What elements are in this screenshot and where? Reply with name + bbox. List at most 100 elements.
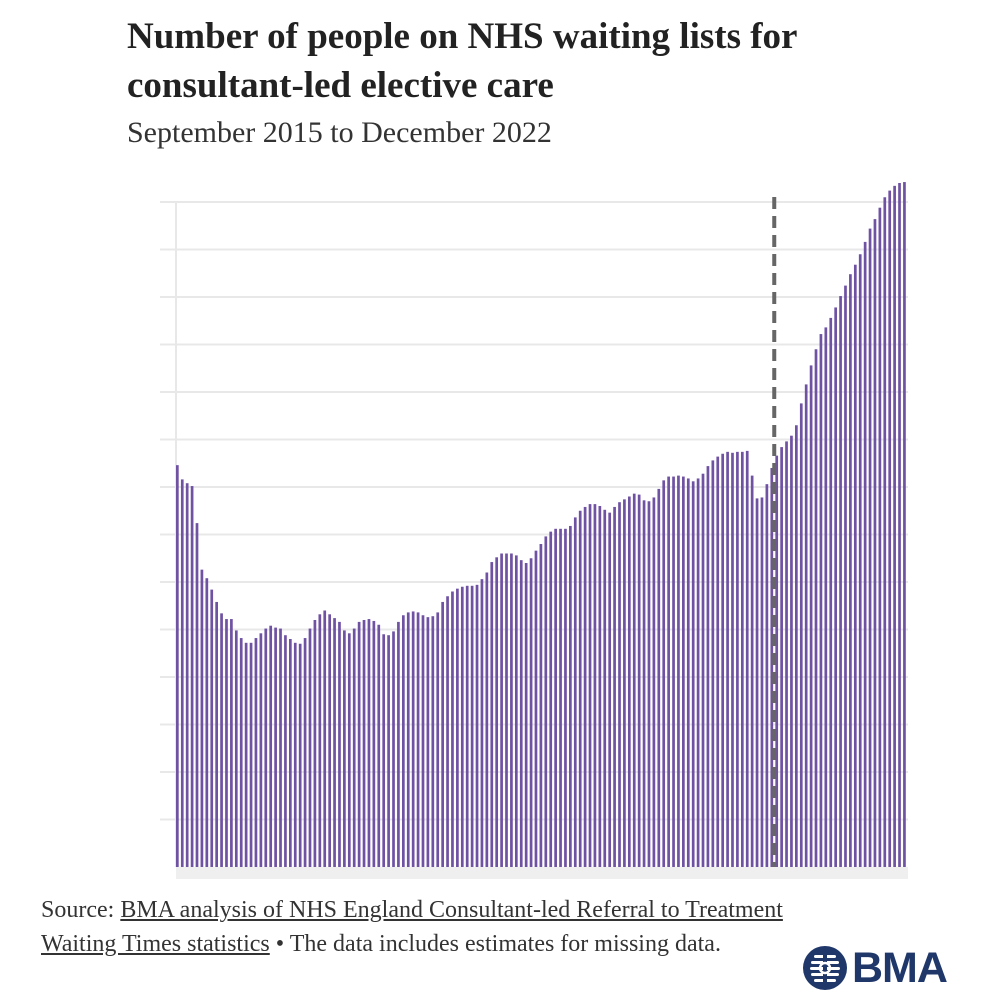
bar <box>844 285 847 868</box>
bar <box>593 504 597 867</box>
bar <box>411 611 415 867</box>
bar <box>220 613 223 867</box>
bar-series <box>176 182 906 868</box>
bar <box>686 478 690 867</box>
bar <box>829 317 833 867</box>
bar <box>740 451 744 867</box>
chart-title: Number of people on NHS waiting lists fo… <box>127 16 797 106</box>
bar <box>613 506 616 867</box>
bar <box>667 476 670 867</box>
bar <box>190 486 194 867</box>
bar <box>721 453 725 867</box>
chart-subtitle: September 2015 to December 2022 <box>127 116 552 149</box>
bar <box>731 452 734 867</box>
bar <box>578 510 582 867</box>
bar <box>524 563 528 867</box>
bar <box>318 614 322 867</box>
bar <box>745 450 749 867</box>
bar <box>392 631 395 867</box>
bar <box>853 264 857 867</box>
bar <box>401 615 405 867</box>
bar <box>790 435 793 867</box>
bar <box>775 455 779 867</box>
bar <box>372 620 376 867</box>
bar <box>288 639 292 867</box>
bar <box>569 525 572 867</box>
bar <box>819 334 823 867</box>
bar <box>338 621 341 867</box>
bar <box>682 476 685 867</box>
bar <box>274 627 277 867</box>
bar <box>426 617 430 867</box>
bar <box>755 498 759 867</box>
bar <box>352 628 356 867</box>
bar <box>780 447 783 867</box>
bar <box>637 494 641 867</box>
source-link[interactable]: BMA analysis of NHS England Consultant-l… <box>41 897 783 957</box>
bar <box>903 182 906 868</box>
bar <box>293 642 297 867</box>
bar <box>534 550 538 867</box>
bar <box>647 501 651 867</box>
bar <box>500 553 503 867</box>
bar <box>632 493 636 867</box>
bar <box>397 621 400 867</box>
bar <box>760 497 764 867</box>
bar <box>706 466 710 867</box>
bar <box>249 642 253 867</box>
bar <box>284 635 287 867</box>
bar <box>505 553 508 867</box>
bar <box>677 475 680 867</box>
bar <box>367 619 371 867</box>
bar <box>210 589 214 867</box>
bar <box>863 241 867 867</box>
bar <box>554 528 557 867</box>
bar <box>716 456 720 867</box>
bar <box>244 642 248 867</box>
bar <box>750 475 754 867</box>
bar <box>328 614 331 867</box>
bar <box>480 579 484 867</box>
bar <box>765 484 769 867</box>
bar <box>849 274 852 867</box>
bar <box>549 531 553 867</box>
bar <box>470 585 474 867</box>
bar <box>898 183 901 867</box>
bar <box>387 635 390 867</box>
bar <box>313 620 317 867</box>
bar <box>357 621 361 867</box>
bar <box>588 504 592 867</box>
bar <box>642 500 646 867</box>
bar <box>185 483 189 867</box>
bar <box>195 523 199 867</box>
bar <box>514 555 518 867</box>
bar <box>180 479 184 867</box>
bar <box>662 480 666 867</box>
bar <box>701 473 705 867</box>
bar <box>456 588 459 867</box>
bar <box>176 465 179 867</box>
bar <box>824 327 828 867</box>
bar <box>377 624 381 867</box>
bar <box>858 254 862 867</box>
bar <box>804 384 808 867</box>
bar <box>254 638 258 867</box>
bar <box>623 499 626 867</box>
bar <box>460 586 464 867</box>
bar <box>239 638 243 867</box>
bar <box>627 496 631 867</box>
bar <box>868 228 872 868</box>
bar <box>269 625 273 867</box>
bma-logo[interactable]: BMA <box>802 944 948 992</box>
bar <box>672 476 675 867</box>
bar <box>770 468 774 867</box>
bar <box>490 562 494 867</box>
bar <box>308 628 312 867</box>
bar <box>200 569 204 867</box>
bar <box>323 610 327 867</box>
bar <box>205 578 209 867</box>
bar <box>799 403 803 867</box>
bar <box>264 628 268 867</box>
bar <box>510 553 513 867</box>
bar <box>421 615 425 867</box>
